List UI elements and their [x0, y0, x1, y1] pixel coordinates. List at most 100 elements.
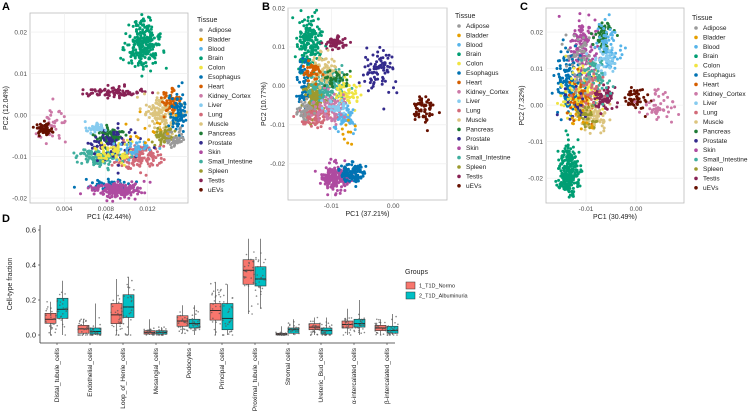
x-tick-label: 0.008	[98, 206, 115, 213]
point-Adipose	[573, 73, 576, 76]
legend-label: Bladder	[703, 34, 726, 41]
point-Skin	[114, 191, 117, 194]
point-Brain	[142, 65, 145, 68]
point-Testis	[123, 83, 126, 86]
point-Spleen	[156, 127, 159, 130]
point-Skin	[115, 186, 118, 189]
point-Lung	[582, 84, 585, 87]
point-uEVs	[417, 102, 420, 105]
jitter-point	[47, 306, 49, 308]
point-Blood	[127, 159, 130, 162]
point-Kidney_Cortex	[318, 105, 321, 108]
y-tick-label: 0.00	[530, 102, 543, 109]
point-Lung	[588, 80, 591, 83]
point-Pancreas	[592, 43, 595, 46]
point-Brain	[148, 56, 151, 59]
point-Bladder	[147, 138, 150, 141]
point-Brain	[140, 54, 143, 57]
y-tick-label: 0.2	[26, 296, 36, 305]
legend-label: Adipose	[703, 25, 727, 32]
point-Muscle	[150, 108, 153, 111]
point-Skin	[334, 173, 337, 176]
point-Skin	[104, 188, 107, 191]
legend-label: Blood	[208, 46, 225, 53]
point-Brain	[561, 161, 564, 164]
point-Kidney_Cortex	[657, 116, 660, 119]
point-Kidney_Cortex	[58, 137, 61, 140]
point-Adipose	[574, 80, 577, 83]
point-Pancreas	[323, 84, 326, 87]
legend-key-Brain	[457, 52, 461, 56]
point-Blood	[158, 147, 161, 150]
legend-label: Liver	[466, 98, 481, 105]
jitter-point	[83, 321, 85, 323]
point-Esophagus	[183, 114, 186, 117]
legend-label: Colon	[208, 65, 225, 72]
point-Blood	[619, 57, 622, 60]
jitter-point	[86, 329, 88, 331]
point-Small_Intestine	[106, 167, 109, 170]
point-Colon	[339, 90, 342, 93]
point-Brain	[569, 159, 572, 162]
point-Small_Intestine	[76, 161, 79, 164]
point-Colon	[569, 112, 572, 115]
point-Testis	[109, 91, 112, 94]
point-Brain	[570, 190, 573, 193]
point-Testis	[344, 37, 347, 40]
point-Pancreas	[338, 80, 341, 83]
point-Brain	[140, 32, 143, 35]
point-Muscle	[601, 124, 604, 127]
y-tick-label: 0.00	[272, 83, 285, 90]
point-Skin	[113, 182, 116, 185]
point-Lung	[138, 155, 141, 158]
point-Adipose	[178, 137, 181, 140]
point-Brain	[569, 175, 572, 178]
jitter-point	[91, 332, 93, 334]
point-Bladder	[125, 123, 128, 126]
point-Lung	[592, 101, 595, 104]
point-Kidney_Cortex	[51, 135, 54, 138]
point-Colon	[565, 90, 568, 93]
legend-key-Prostate	[694, 139, 698, 143]
point-Prostate	[381, 56, 384, 59]
point-Pancreas	[336, 72, 339, 75]
point-Spleen	[307, 86, 310, 89]
point-Testis	[136, 91, 139, 94]
point-Testis	[82, 88, 85, 91]
point-Testis	[349, 41, 352, 44]
point-Lung	[157, 154, 160, 157]
jitter-point	[99, 324, 101, 326]
point-Esophagus	[560, 50, 563, 53]
point-Kidney_Cortex	[330, 96, 333, 99]
point-Bladder	[341, 128, 344, 131]
point-Brain	[149, 70, 152, 73]
point-Kidney_Cortex	[52, 125, 55, 128]
point-Esophagus	[342, 174, 345, 177]
point-Esophagus	[568, 69, 571, 72]
jitter-point	[58, 311, 60, 313]
point-Spleen	[155, 134, 158, 137]
point-Esophagus	[343, 169, 346, 172]
point-Liver	[329, 99, 332, 102]
point-Muscle	[148, 116, 151, 119]
point-Prostate	[382, 69, 385, 72]
point-Blood	[352, 132, 355, 135]
point-Muscle	[584, 128, 587, 131]
point-Testis	[105, 93, 108, 96]
point-Brain	[132, 25, 135, 28]
legend-label: uEVs	[466, 183, 482, 190]
point-Lung	[162, 145, 165, 148]
point-Skin	[558, 15, 561, 18]
point-Brain	[128, 51, 131, 54]
point-uEVs	[641, 106, 644, 109]
x-tick-label: 0.00	[630, 206, 643, 213]
jitter-point	[50, 307, 52, 309]
point-Colon	[123, 164, 126, 167]
point-Brain	[140, 75, 143, 78]
point-Prostate	[376, 73, 379, 76]
point-Brain	[312, 19, 315, 22]
point-Muscle	[311, 81, 314, 84]
legend-key-Pancreas	[199, 132, 203, 136]
point-Esophagus	[175, 122, 178, 125]
point-Heart	[314, 65, 317, 68]
